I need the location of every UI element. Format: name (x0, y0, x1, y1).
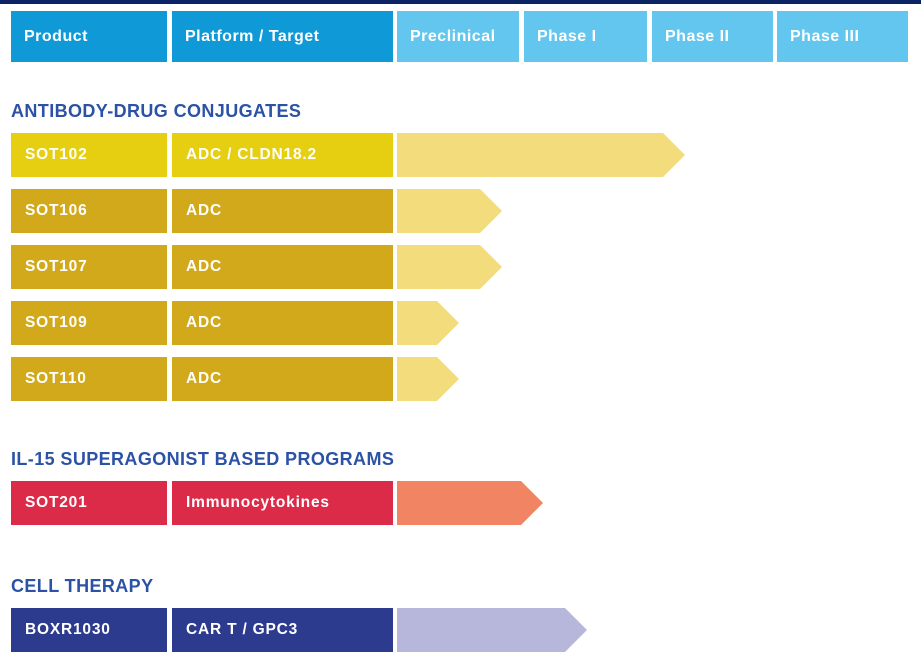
top-border-line (0, 0, 921, 4)
pipeline-row-sot102: SOT102 ADC / CLDN18.2 (11, 133, 685, 177)
header-platform-target: Platform / Target (172, 11, 393, 62)
product-cell: SOT201 (11, 481, 167, 525)
section-cell-therapy: CELL THERAPY BOXR1030 CAR T / GPC3 (11, 577, 587, 656)
pipeline-row-boxr1030: BOXR1030 CAR T / GPC3 (11, 608, 587, 652)
header-product: Product (11, 11, 167, 62)
section-title: IL-15 SUPERAGONIST BASED PROGRAMS (11, 449, 395, 469)
platform-cell: Immunocytokines (172, 481, 393, 525)
product-cell: SOT106 (11, 189, 167, 233)
phase-progress-arrow (397, 133, 685, 177)
pipeline-row-sot110: SOT110 ADC (11, 357, 685, 401)
platform-cell: ADC (172, 189, 393, 233)
pipeline-row-sot107: SOT107 ADC (11, 245, 685, 289)
header-phase-2: Phase II (652, 11, 773, 62)
pipeline-row-sot109: SOT109 ADC (11, 301, 685, 345)
platform-cell: CAR T / GPC3 (172, 608, 393, 652)
section-il15-superagonist: IL-15 SUPERAGONIST BASED PROGRAMS SOT201… (11, 450, 543, 537)
platform-cell: ADC (172, 301, 393, 345)
phase-progress-arrow (397, 481, 543, 525)
header-phase-1: Phase I (524, 11, 647, 62)
table-header: Product Platform / Target Preclinical Ph… (11, 11, 908, 62)
section-antibody-drug-conjugates: ANTIBODY-DRUG CONJUGATES SOT102 ADC / CL… (11, 102, 685, 413)
product-cell: SOT107 (11, 245, 167, 289)
phase-progress-arrow (397, 245, 502, 289)
pipeline-row-sot106: SOT106 ADC (11, 189, 685, 233)
product-cell: SOT109 (11, 301, 167, 345)
phase-progress-arrow (397, 301, 459, 345)
platform-cell: ADC (172, 357, 393, 401)
header-preclinical: Preclinical (397, 11, 519, 62)
phase-progress-arrow (397, 189, 502, 233)
product-cell: SOT102 (11, 133, 167, 177)
phase-progress-arrow (397, 608, 587, 652)
pipeline-row-sot201: SOT201 Immunocytokines (11, 481, 543, 525)
platform-cell: ADC (172, 245, 393, 289)
section-title: ANTIBODY-DRUG CONJUGATES (11, 101, 302, 121)
header-phase-3: Phase III (777, 11, 908, 62)
section-title: CELL THERAPY (11, 576, 154, 596)
product-cell: BOXR1030 (11, 608, 167, 652)
platform-cell: ADC / CLDN18.2 (172, 133, 393, 177)
phase-progress-arrow (397, 357, 459, 401)
product-cell: SOT110 (11, 357, 167, 401)
